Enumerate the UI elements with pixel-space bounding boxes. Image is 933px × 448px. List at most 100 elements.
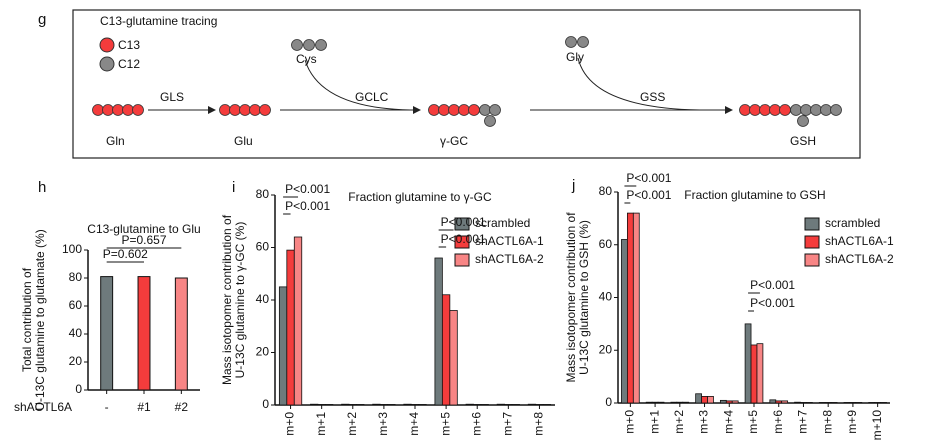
x-tick-label: m+5 bbox=[746, 410, 760, 434]
bar bbox=[496, 403, 505, 406]
p-value: P<0.001 bbox=[441, 232, 486, 246]
legend-swatch bbox=[804, 217, 820, 231]
bar bbox=[465, 403, 474, 406]
bar bbox=[874, 402, 882, 404]
bar bbox=[410, 404, 420, 406]
legend-label: shACTL6A-1 bbox=[475, 234, 544, 248]
bar bbox=[341, 403, 350, 406]
bar bbox=[806, 402, 813, 404]
bar bbox=[670, 401, 678, 404]
diagram: g C13-glutamine tracing C13 C12 GLS GCLC… bbox=[38, 9, 861, 159]
bar bbox=[800, 402, 807, 404]
legend-text: C13 bbox=[118, 38, 140, 52]
bar bbox=[542, 404, 552, 406]
legend-label: shACTL6A-2 bbox=[475, 252, 544, 266]
legend-swatch bbox=[804, 253, 820, 267]
y-tick-label: 80 bbox=[69, 270, 83, 284]
bar bbox=[880, 402, 887, 404]
y-tick-label: 80 bbox=[599, 184, 613, 198]
carbon-13 bbox=[92, 104, 104, 116]
x-tick-label: m+2 bbox=[345, 412, 359, 436]
x-tick-label: m+10 bbox=[870, 410, 884, 441]
carbon-13 bbox=[102, 104, 114, 116]
carbon-13 bbox=[739, 104, 751, 116]
p-value: P<0.001 bbox=[750, 278, 795, 292]
bar bbox=[100, 276, 114, 391]
x-tick-label: m+5 bbox=[438, 412, 452, 436]
carbon-13 bbox=[132, 104, 144, 116]
bar bbox=[324, 404, 334, 406]
carbon-12 bbox=[291, 39, 303, 51]
carbon-12 bbox=[479, 104, 491, 116]
cofactor: Cys bbox=[296, 52, 317, 66]
carbon-12 bbox=[565, 36, 577, 48]
y-tick-label: 60 bbox=[599, 237, 613, 251]
carbon-12 bbox=[303, 39, 315, 51]
bar bbox=[473, 404, 482, 406]
y-axis-label: Total contribution of bbox=[20, 267, 34, 372]
bar bbox=[756, 343, 764, 404]
bar bbox=[137, 276, 151, 391]
legend-dot bbox=[99, 37, 115, 53]
x-tick-label: m+3 bbox=[376, 412, 390, 436]
bar bbox=[632, 212, 640, 404]
bar bbox=[775, 400, 783, 404]
x-tick-label: m+7 bbox=[796, 410, 810, 434]
carbon-12 bbox=[315, 39, 327, 51]
legend-swatch bbox=[804, 235, 820, 249]
bar bbox=[676, 401, 684, 404]
carbon-13 bbox=[468, 104, 480, 116]
p-value: P<0.001 bbox=[441, 215, 486, 229]
enzyme: GCLC bbox=[355, 90, 389, 104]
enzyme: GSS bbox=[640, 90, 665, 104]
arrow-curve bbox=[304, 59, 411, 111]
arrow-curve bbox=[577, 57, 701, 111]
y-axis-label: Mass isotopomer contribution of bbox=[220, 214, 234, 385]
bar bbox=[511, 404, 520, 406]
bar bbox=[379, 404, 389, 406]
x-tick-label: m+9 bbox=[845, 410, 859, 434]
enzyme: GLS bbox=[160, 90, 184, 104]
panel-label: i bbox=[232, 179, 235, 196]
legend-label: shACTL6A-1 bbox=[825, 234, 894, 248]
bar bbox=[657, 401, 665, 404]
y-axis-label: U-13C glutamine to γ-GC (%) bbox=[233, 222, 247, 379]
molecules bbox=[92, 36, 842, 127]
panel-label: h bbox=[38, 179, 46, 196]
carbon-13 bbox=[759, 104, 771, 116]
carbon-13 bbox=[448, 104, 460, 116]
y-tick-label: 100 bbox=[62, 242, 82, 256]
carbon-13 bbox=[779, 104, 791, 116]
p-value: P=0.602 bbox=[103, 247, 148, 261]
carbon-13 bbox=[112, 104, 124, 116]
x-tick-label: m+3 bbox=[697, 410, 711, 434]
p-value: P=0.657 bbox=[121, 233, 166, 247]
panel-label: j bbox=[571, 177, 575, 194]
bar bbox=[621, 239, 628, 404]
carbon-12 bbox=[800, 104, 812, 116]
legend-text: C12 bbox=[118, 57, 140, 71]
y-axis-label: Mass isotopomer contribution of bbox=[564, 212, 578, 383]
bar bbox=[750, 344, 758, 404]
bar bbox=[725, 400, 733, 404]
carbon-12 bbox=[484, 115, 496, 127]
bar bbox=[744, 323, 752, 404]
bar bbox=[824, 402, 832, 404]
y-tick-label: 0 bbox=[75, 382, 82, 396]
bar bbox=[849, 402, 857, 404]
x-tick-label: m+4 bbox=[721, 410, 735, 434]
legend-label: shACTL6A-2 bbox=[825, 252, 894, 266]
bar bbox=[348, 404, 357, 406]
chart-title: C13-glutamine to Glu bbox=[87, 222, 200, 236]
x-tick-label: m+1 bbox=[314, 412, 328, 436]
panel-label: g bbox=[38, 11, 46, 28]
bar bbox=[310, 403, 319, 406]
bar bbox=[626, 212, 634, 404]
x-axis-label: shACTL6A bbox=[14, 400, 72, 414]
carbon-12 bbox=[830, 104, 842, 116]
carbon-13 bbox=[219, 104, 231, 116]
bar bbox=[293, 236, 303, 406]
carbon-13 bbox=[749, 104, 761, 116]
carbon-13 bbox=[229, 104, 241, 116]
